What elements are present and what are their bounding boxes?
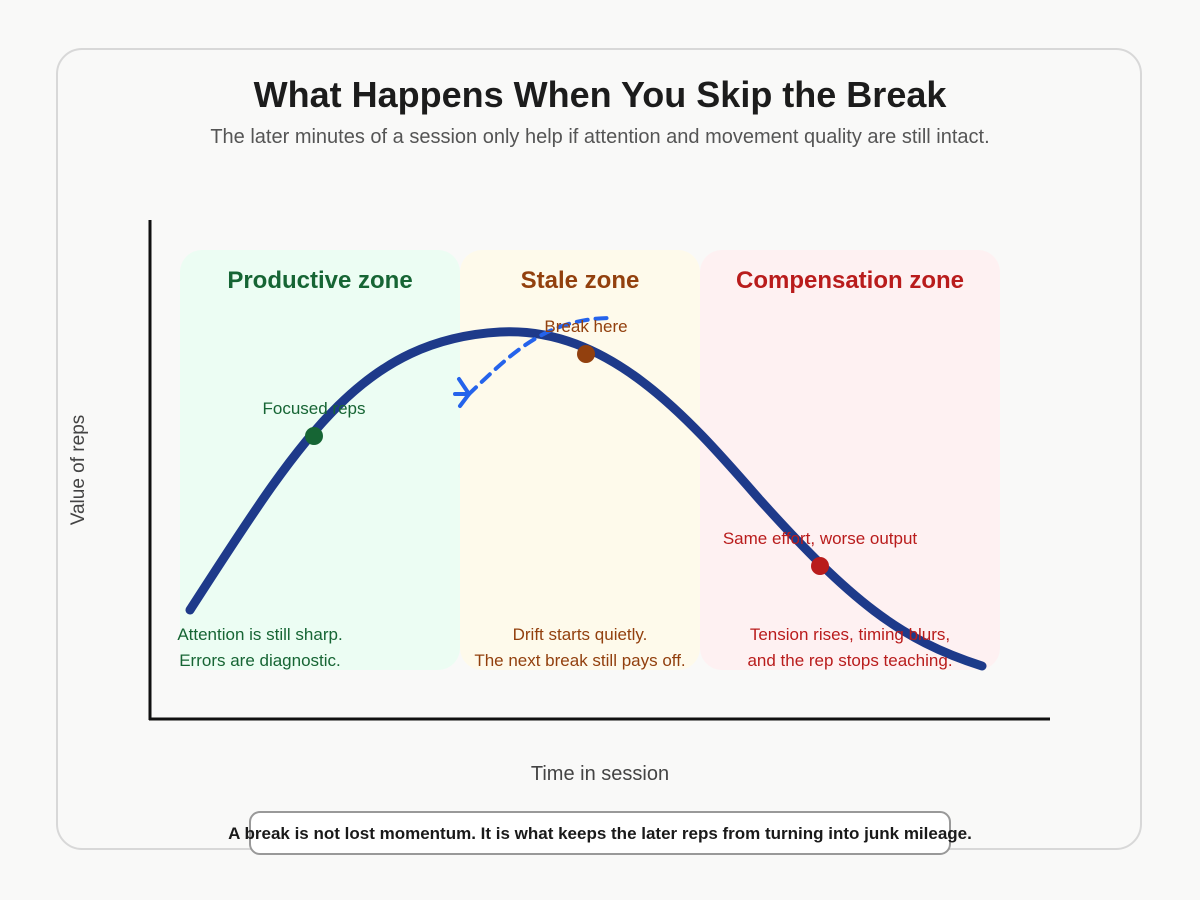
productive-zone-caption-line-1: Attention is still sharp. bbox=[177, 625, 342, 644]
compensation-zone-bg bbox=[700, 250, 1000, 670]
productive-zone-title: Productive zone bbox=[227, 267, 412, 294]
worse-output-label: Same effort, worse output bbox=[723, 529, 918, 548]
stale-zone-caption-line-2: The next break still pays off. bbox=[474, 651, 685, 670]
productive-zone-bg bbox=[180, 250, 460, 670]
x-axis-label: Time in session bbox=[531, 763, 669, 785]
page-subtitle: The later minutes of a session only help… bbox=[210, 126, 990, 148]
footer-callout-text: A break is not lost momentum. It is what… bbox=[228, 824, 972, 843]
footer-callout-box bbox=[249, 811, 951, 855]
stale-zone-caption-line-1: Drift starts quietly. bbox=[513, 625, 648, 644]
break-arrow-head-icon bbox=[453, 377, 471, 408]
break-here-marker bbox=[577, 345, 595, 363]
focused-reps-marker bbox=[305, 427, 323, 445]
stale-zone-title: Stale zone bbox=[521, 267, 640, 294]
page-title: What Happens When You Skip the Break bbox=[253, 74, 947, 115]
break-here-label: Break here bbox=[544, 317, 627, 336]
compensation-zone-caption-line-2: and the rep stops teaching. bbox=[747, 651, 952, 670]
productive-zone-caption-line-2: Errors are diagnostic. bbox=[179, 651, 341, 670]
break-arrow-path bbox=[466, 316, 614, 397]
focused-reps-label: Focused reps bbox=[263, 399, 366, 418]
compensation-zone-caption-line-1: Tension rises, timing blurs, bbox=[750, 625, 950, 644]
stale-zone-bg bbox=[460, 250, 700, 670]
y-axis-label: Value of reps bbox=[68, 415, 89, 526]
worse-output-marker bbox=[811, 557, 829, 575]
compensation-zone-title: Compensation zone bbox=[736, 267, 964, 294]
